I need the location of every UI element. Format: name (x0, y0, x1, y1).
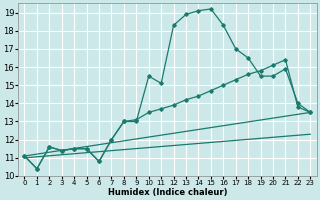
X-axis label: Humidex (Indice chaleur): Humidex (Indice chaleur) (108, 188, 227, 197)
